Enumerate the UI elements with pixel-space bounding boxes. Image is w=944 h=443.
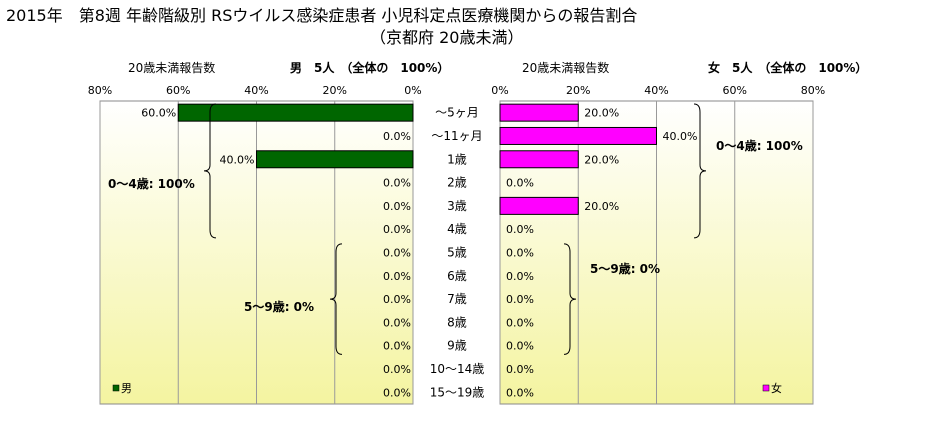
female-header-count: 20歳未満報告数 [522,60,609,75]
category-label: 2歳 [447,176,467,190]
male-header-total: 男 5人 （全体の 100%） [290,60,449,75]
female-value-label: 0.0% [506,340,534,353]
category-label: 5歳 [447,246,467,260]
chart-subtitle: （京都府 20歳未満） [370,28,524,47]
female-value-label: 0.0% [506,363,534,376]
female-group-label-0-4: 0～4歳: 100% [716,138,803,153]
male-brace-0-4 [203,103,217,239]
category-label: 8歳 [447,315,467,329]
female-brace-5-9 [563,243,577,355]
male-tick-label: 0% [404,84,421,97]
category-label: ～5ヶ月 [435,106,479,120]
female-value-label: 20.0% [584,153,619,166]
female-tick-label: 40% [644,84,668,97]
male-value-label: 0.0% [383,247,411,260]
male-legend-label: 男 [121,382,132,395]
male-value-label: 0.0% [383,363,411,376]
male-value-label: 0.0% [383,270,411,283]
female-value-label: 0.0% [506,316,534,329]
female-value-label: 0.0% [506,247,534,260]
female-value-label: 0.0% [506,386,534,399]
female-brace-0-4 [693,103,707,239]
male-value-label: 40.0% [220,153,255,166]
female-tick-label: 0% [491,84,508,97]
male-header-count: 20歳未満報告数 [128,60,215,75]
female-bar [499,103,579,122]
female-value-label: 0.0% [506,223,534,236]
male-value-label: 0.0% [383,316,411,329]
category-label: 9歳 [447,339,467,353]
female-tick-label: 20% [566,84,590,97]
female-value-label: 0.0% [506,293,534,306]
female-legend-label: 女 [771,381,782,395]
female-value-label: 40.0% [663,130,698,143]
male-value-label: 0.0% [383,223,411,236]
male-value-label: 0.0% [383,177,411,190]
male-value-label: 60.0% [141,107,176,120]
male-value-label: 0.0% [383,130,411,143]
male-bar [177,103,414,122]
category-label: 7歳 [447,292,467,306]
category-label: 6歳 [447,269,467,283]
category-label: 15～19歳 [430,385,485,399]
male-tick-label: 80% [88,84,112,97]
male-value-label: 0.0% [383,200,411,213]
category-label: 1歳 [447,152,467,166]
female-bar [499,150,579,169]
category-label: ～11ヶ月 [431,129,482,143]
male-tick-label: 60% [166,84,190,97]
female-value-label: 0.0% [506,270,534,283]
female-header-total: 女 5人 （全体の 100%） [708,60,867,75]
female-tick-label: 80% [801,84,825,97]
male-brace-5-9 [329,243,343,355]
male-value-label: 0.0% [383,293,411,306]
female-tick-label: 60% [723,84,747,97]
male-tick-label: 20% [323,84,347,97]
category-label: 4歳 [447,222,467,236]
male-group-label-0-4: 0～4歳: 100% [108,176,195,191]
male-group-label-5-9: 5～9歳: 0% [244,299,314,314]
female-bar [499,126,657,145]
chart-title: 2015年 第8週 年齢階級別 RSウイルス感染症患者 小児科定点医療機関からの… [6,6,638,25]
category-label: 10～14歳 [430,362,485,376]
category-label: 3歳 [447,199,467,213]
female-value-label: 20.0% [584,107,619,120]
female-value-label: 20.0% [584,200,619,213]
male-legend-swatch [112,384,120,392]
female-legend-swatch [762,384,770,392]
female-value-label: 0.0% [506,177,534,190]
male-value-label: 0.0% [383,386,411,399]
male-bar [256,150,414,169]
male-tick-label: 40% [244,84,268,97]
male-value-label: 0.0% [383,340,411,353]
female-group-label-5-9: 5～9歳: 0% [590,261,660,276]
female-bar [499,196,579,215]
